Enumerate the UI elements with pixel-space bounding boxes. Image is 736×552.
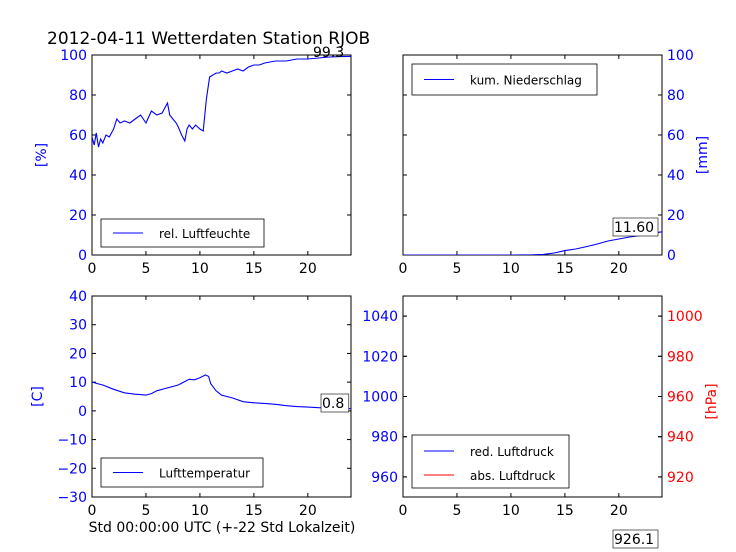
x-tick-label: 10 [191, 503, 209, 519]
annotation-box [612, 529, 659, 549]
y-tick-label: −30 [57, 490, 87, 506]
y-tick-label: 1000 [667, 309, 703, 325]
figure-title: 2012-04-11 Wetterdaten Station RJOB [47, 29, 370, 49]
y-tick-label: 0 [78, 248, 87, 264]
x-tick-label: 0 [88, 261, 97, 277]
x-tick-label: 5 [452, 503, 461, 519]
y-tick-label: 920 [667, 470, 694, 486]
y-tick-label: 60 [69, 128, 87, 144]
x-tick-label: 20 [299, 503, 317, 519]
plot-frame [91, 54, 352, 256]
legend-label: kum. Niederschlag [470, 74, 582, 88]
y-tick-label: 980 [371, 430, 398, 446]
x-tick-label: 5 [452, 261, 461, 277]
x-axis-label: Std 00:00:00 UTC (+-22 Std Lokalzeit) [89, 520, 356, 536]
y-tick-label: 960 [371, 470, 398, 486]
x-tick-label: 15 [556, 261, 574, 277]
y-axis-label: [mm] [695, 136, 711, 174]
y-tick-label: 20 [667, 208, 685, 224]
y-tick-label: −10 [57, 433, 87, 449]
y-tick-label: 80 [69, 88, 87, 104]
last-value-annotation: 11.60 [614, 220, 654, 236]
y-tick-label: 0 [667, 248, 676, 264]
x-tick-label: 0 [399, 261, 408, 277]
annotation-box [320, 393, 350, 413]
x-tick-label: 0 [399, 503, 408, 519]
legend: Lufttemperatur [100, 457, 264, 488]
y-tick-label: 0 [78, 404, 87, 420]
legend-label: Lufttemperatur [159, 467, 250, 481]
y-tick-label: 100 [60, 48, 87, 64]
y-tick-label: 1040 [362, 309, 398, 325]
legend-label: abs. Luftdruck [470, 469, 555, 483]
last-value-annotation: 926.1 [614, 532, 654, 548]
temperature-panel: 0 5 10 15 20 −30 −20 −10 0 10 20 30 40 [C] Std 00:00:0… [30, 289, 355, 536]
y-tick-label: 40 [667, 168, 685, 184]
y-tick-label: 30 [69, 318, 87, 334]
precipitation-panel: 0 5 10 15 20 0 20 40 60 80 100 [mm] kum. Niederschla… [399, 48, 711, 277]
x-tick-label: 0 [88, 503, 97, 519]
y-tick-label: 60 [667, 128, 685, 144]
y-tick-label: 40 [69, 289, 87, 305]
y-tick-label: 20 [69, 346, 87, 362]
x-tick-label: 10 [191, 261, 209, 277]
y-tick-label: 940 [667, 430, 694, 446]
x-tick-label: 15 [556, 503, 574, 519]
y-tick-label: 980 [667, 349, 694, 365]
y-tick-label: 1020 [362, 349, 398, 365]
legend: red. Luftdruck abs. Luftdruck [411, 434, 570, 489]
legend-box [411, 434, 570, 489]
last-value-annotation: 0.8 [322, 396, 344, 412]
y-tick-label: 10 [69, 375, 87, 391]
series-line-rel-luftfeuchte [92, 55, 351, 148]
last-value-annotation: 99.3 [313, 45, 344, 61]
x-tick-label: 5 [141, 261, 150, 277]
legend-label: red. Luftdruck [470, 445, 554, 459]
y-tick-label: 1000 [362, 390, 398, 406]
plot-frame [91, 295, 352, 498]
legend-label: rel. Luftfeuchte [159, 227, 250, 241]
series-line-lufttemperatur [92, 374, 351, 410]
y-tick-label: 80 [667, 88, 685, 104]
pressure-panel: 0 5 10 15 20 960 980 1000 1020 1040 920 940 960 980 10… [362, 295, 720, 549]
x-tick-label: 10 [502, 261, 520, 277]
y-axis-label-right: [hPa] [704, 383, 720, 419]
x-tick-label: 20 [299, 261, 317, 277]
annotation-box [612, 217, 659, 237]
y-tick-label: 40 [69, 168, 87, 184]
humidity-panel: 0 5 10 15 20 0 20 40 60 80 100 [%] rel. Luftfeuchte 9… [34, 45, 352, 277]
x-tick-label: 5 [141, 503, 150, 519]
x-tick-label: 20 [610, 503, 628, 519]
y-axis-label: [C] [30, 386, 46, 407]
y-axis-label: [%] [34, 143, 50, 167]
y-tick-label: 20 [69, 208, 87, 224]
legend: rel. Luftfeuchte [100, 218, 265, 248]
y-tick-label: 960 [667, 390, 694, 406]
y-tick-label: 100 [667, 48, 694, 64]
x-tick-label: 10 [502, 503, 520, 519]
x-tick-label: 15 [245, 261, 263, 277]
legend: kum. Niederschlag [411, 63, 598, 96]
y-tick-label: −20 [57, 461, 87, 477]
x-tick-label: 15 [245, 503, 263, 519]
x-tick-label: 20 [610, 261, 628, 277]
